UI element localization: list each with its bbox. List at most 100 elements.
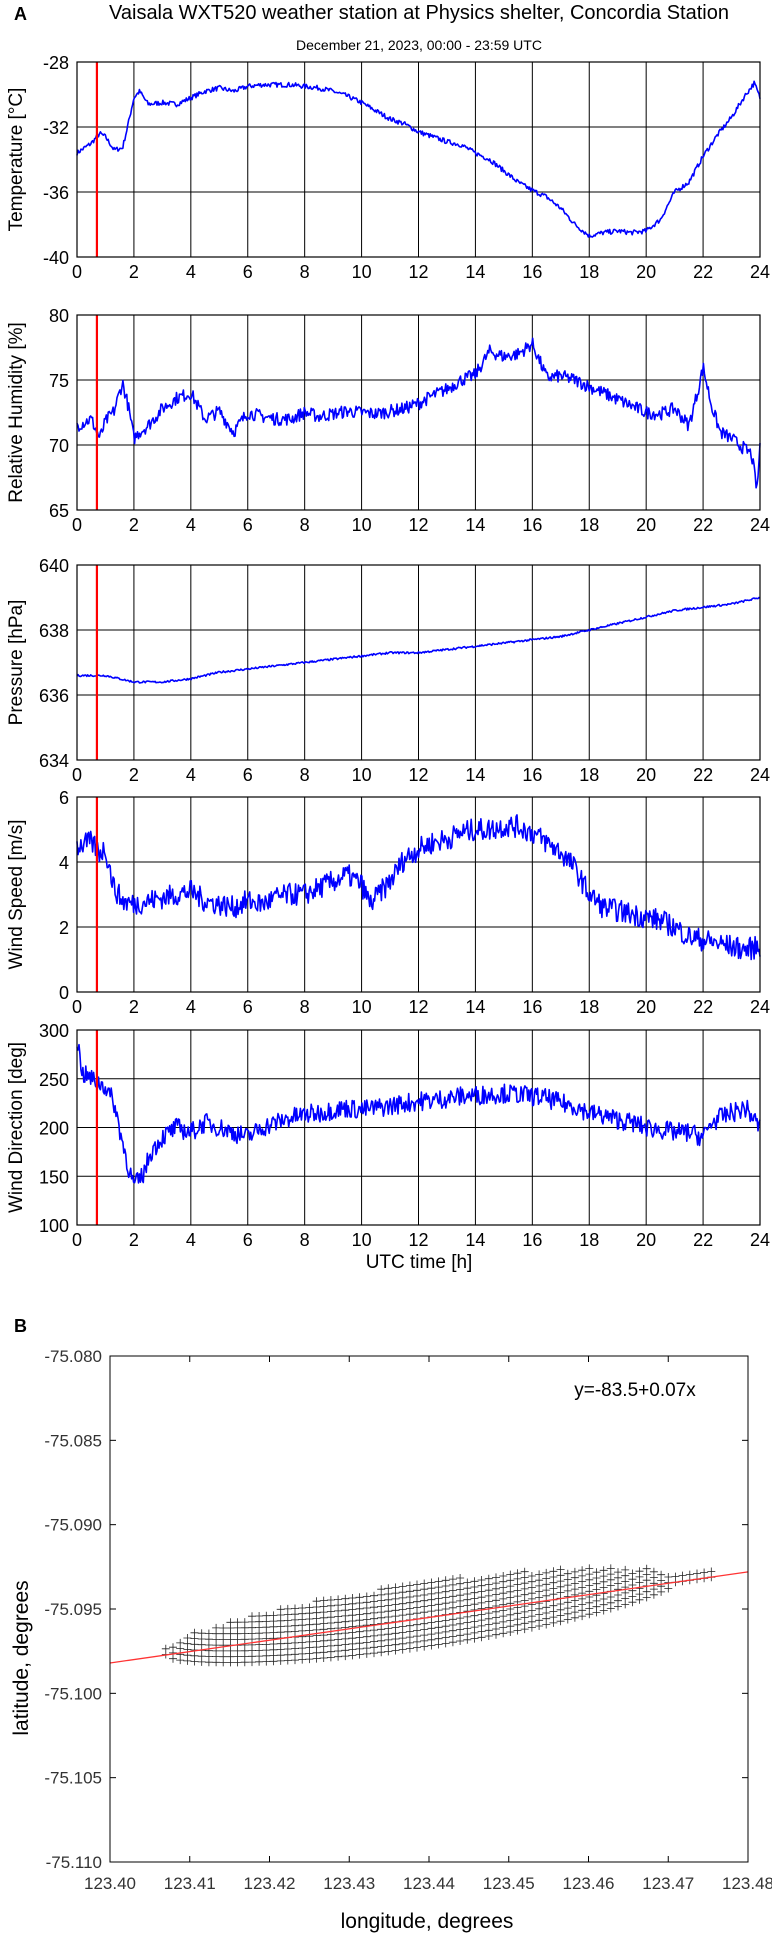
x-tick-label: 18: [579, 997, 599, 1017]
y-tick-label: -75.105: [44, 1769, 102, 1788]
y-tick-label: 250: [39, 1070, 69, 1090]
x-tick-label: 22: [693, 515, 713, 535]
x-tick-label: 123.47: [642, 1874, 694, 1893]
x-tick-label: 24: [750, 765, 770, 785]
x-tick-label: 22: [693, 262, 713, 282]
x-tick-label: 4: [186, 515, 196, 535]
panel-a-subplots: -28-32-36-400 2 4 6 8 10 12 14 16 18 20 22 24Tempera…: [6, 53, 770, 1250]
x-tick-label: 4: [186, 997, 196, 1017]
x-tick-label: 14: [465, 765, 485, 785]
panel-b-ylabel: latitude, degrees: [10, 1580, 33, 1735]
x-tick-label: 14: [465, 1230, 485, 1250]
y-axis-label: Wind Speed [m/s]: [6, 820, 27, 970]
panel-b-scatter-plot: -75.080 -75.085 -75.090 -75.095 -75.100 -75.1…: [44, 1347, 772, 1893]
x-tick-label: 22: [693, 1230, 713, 1250]
y-tick-label: 150: [39, 1167, 69, 1187]
x-tick-label: 16: [522, 262, 542, 282]
plot-frame: [76, 314, 761, 511]
x-tick-label: 8: [300, 997, 310, 1017]
x-tick-label: 20: [636, 765, 656, 785]
x-tick-label: 18: [579, 1230, 599, 1250]
x-tick-label: 24: [750, 262, 770, 282]
plot-frame: [76, 1029, 761, 1226]
x-tick-label: 4: [186, 1230, 196, 1250]
x-tick-label: 20: [636, 262, 656, 282]
y-tick-label: -36: [43, 183, 69, 203]
panel-a-xlabel: UTC time [h]: [366, 1252, 473, 1273]
y-tick-label: 75: [49, 371, 69, 391]
panel-a-subtitle: December 21, 2023, 00:00 - 23:59 UTC: [296, 37, 542, 53]
x-tick-label: 2: [129, 262, 139, 282]
y-tick-label: -75.095: [44, 1600, 102, 1619]
x-tick-label: 14: [465, 515, 485, 535]
x-tick-label: 2: [129, 515, 139, 535]
x-tick-label: 6: [243, 1230, 253, 1250]
x-tick-label: 0: [72, 997, 82, 1017]
y-tick-label: 0: [59, 983, 69, 1003]
y-tick-label: -32: [43, 118, 69, 138]
x-tick-label: 8: [300, 1230, 310, 1250]
x-tick-label: 12: [408, 515, 428, 535]
x-tick-label: 4: [186, 262, 196, 282]
x-tick-label: 18: [579, 515, 599, 535]
y-tick-label: 65: [49, 501, 69, 521]
x-tick-label: 123.40: [84, 1874, 136, 1893]
x-tick-label: 8: [300, 262, 310, 282]
x-tick-label: 14: [465, 262, 485, 282]
y-axis-label: Relative Humidity [%]: [6, 322, 27, 503]
x-tick-label: 123.44: [403, 1874, 455, 1893]
fit-equation: y=-83.5+0.07x: [574, 1380, 696, 1401]
x-tick-label: 123.45: [483, 1874, 535, 1893]
y-tick-label: -75.080: [44, 1347, 102, 1366]
panel-a-letter: A: [14, 4, 27, 24]
x-tick-label: 2: [129, 1230, 139, 1250]
y-tick-label: 4: [59, 853, 69, 873]
plot-frame: [76, 61, 761, 258]
y-axis-label: Temperature [°C]: [6, 88, 27, 232]
x-tick-label: 20: [636, 515, 656, 535]
x-tick-label: 12: [408, 262, 428, 282]
x-tick-label: 24: [750, 997, 770, 1017]
plot-frame: [76, 564, 761, 761]
y-tick-label: -75.100: [44, 1684, 102, 1703]
x-tick-label: 12: [408, 765, 428, 785]
x-tick-label: 6: [243, 515, 253, 535]
y-tick-label: 300: [39, 1021, 69, 1041]
y-tick-label: -75.090: [44, 1516, 102, 1535]
x-tick-label: 123.46: [563, 1874, 615, 1893]
x-tick-label: 123.41: [164, 1874, 216, 1893]
x-tick-label: 6: [243, 997, 253, 1017]
x-tick-label: 16: [522, 997, 542, 1017]
series-line: [76, 80, 761, 238]
x-tick-label: 123.48: [722, 1874, 772, 1893]
y-tick-label: 80: [49, 306, 69, 326]
x-tick-label: 12: [408, 997, 428, 1017]
y-tick-label: -75.110: [46, 1853, 102, 1872]
x-tick-label: 16: [522, 515, 542, 535]
plot-frame: [76, 796, 761, 993]
y-tick-label: 70: [49, 436, 69, 456]
series-line: [76, 1043, 761, 1184]
x-tick-label: 12: [408, 1230, 428, 1250]
x-tick-label: 10: [352, 1230, 372, 1250]
panel-b-xlabel: longitude, degrees: [341, 1910, 514, 1933]
y-tick-label: 634: [39, 751, 69, 771]
x-tick-label: 14: [465, 997, 485, 1017]
x-tick-label: 10: [352, 515, 372, 535]
x-tick-label: 22: [693, 765, 713, 785]
x-tick-label: 4: [186, 765, 196, 785]
panel-b-letter: B: [14, 1316, 27, 1336]
x-tick-label: 10: [352, 765, 372, 785]
x-tick-label: 18: [579, 765, 599, 785]
x-tick-label: 24: [750, 1230, 770, 1250]
plot-frame: [109, 1355, 749, 1863]
x-tick-label: 10: [352, 997, 372, 1017]
x-tick-label: 16: [522, 765, 542, 785]
y-axis-label: Wind Direction [deg]: [6, 1042, 27, 1213]
series-line: [76, 814, 761, 961]
